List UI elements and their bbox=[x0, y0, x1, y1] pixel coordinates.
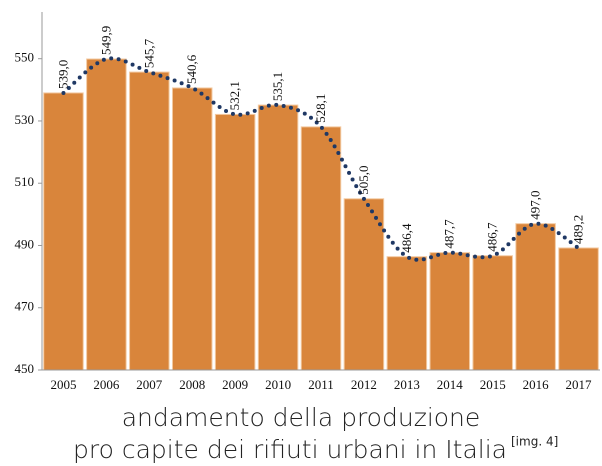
x-tick-label: 2009 bbox=[222, 377, 248, 392]
x-tick-label: 2012 bbox=[351, 377, 377, 392]
value-label: 486,4 bbox=[399, 223, 414, 253]
x-tick-label: 2008 bbox=[179, 377, 205, 392]
bar bbox=[558, 247, 599, 371]
x-tick-label: 2016 bbox=[523, 377, 550, 392]
y-tick-label: 530 bbox=[15, 112, 35, 127]
value-label: 489,2 bbox=[571, 215, 586, 244]
value-label: 540,6 bbox=[184, 54, 199, 84]
x-tick-label: 2013 bbox=[394, 377, 420, 392]
caption-line: pro capite dei rifiuti urbani in Italia bbox=[73, 435, 507, 464]
value-label: 505,0 bbox=[356, 166, 371, 195]
trend-line bbox=[61, 56, 581, 262]
x-tick-label: 2017 bbox=[566, 377, 593, 392]
bar bbox=[300, 126, 342, 371]
value-label: 487,7 bbox=[442, 219, 457, 249]
value-label: 545,7 bbox=[141, 38, 156, 68]
bar bbox=[214, 113, 256, 371]
bar bbox=[343, 198, 385, 371]
bar bbox=[43, 92, 84, 371]
value-label: 535,1 bbox=[270, 72, 285, 101]
y-tick-label: 450 bbox=[15, 361, 35, 376]
value-label: 549,9 bbox=[98, 26, 113, 55]
value-label: 539,0 bbox=[55, 60, 70, 89]
bar bbox=[472, 255, 513, 371]
bar bbox=[129, 71, 170, 371]
x-tick-label: 2005 bbox=[50, 377, 76, 392]
x-tick-label: 2006 bbox=[93, 377, 120, 392]
bar bbox=[171, 87, 213, 371]
y-tick-label: 490 bbox=[15, 236, 35, 251]
y-tick-label: 510 bbox=[15, 174, 35, 189]
bar bbox=[386, 256, 428, 371]
bar bbox=[429, 252, 471, 371]
x-tick-label: 2014 bbox=[437, 377, 464, 392]
bar bbox=[86, 58, 127, 371]
caption-ref: [img. 4] bbox=[511, 435, 558, 449]
value-label: 528,1 bbox=[313, 94, 328, 123]
bar bbox=[257, 104, 299, 371]
x-tick-label: 2007 bbox=[136, 377, 163, 392]
x-tick-label: 2010 bbox=[265, 377, 291, 392]
x-tick-label: 2011 bbox=[308, 377, 334, 392]
value-label: 486,7 bbox=[485, 222, 500, 252]
caption-line: andamento della produzione bbox=[122, 403, 481, 432]
value-label: 497,0 bbox=[528, 190, 543, 219]
y-tick-label: 550 bbox=[15, 50, 35, 65]
value-label: 532,1 bbox=[227, 81, 242, 110]
y-tick-label: 470 bbox=[15, 299, 35, 314]
x-tick-label: 2015 bbox=[480, 377, 506, 392]
bar bbox=[515, 223, 556, 371]
